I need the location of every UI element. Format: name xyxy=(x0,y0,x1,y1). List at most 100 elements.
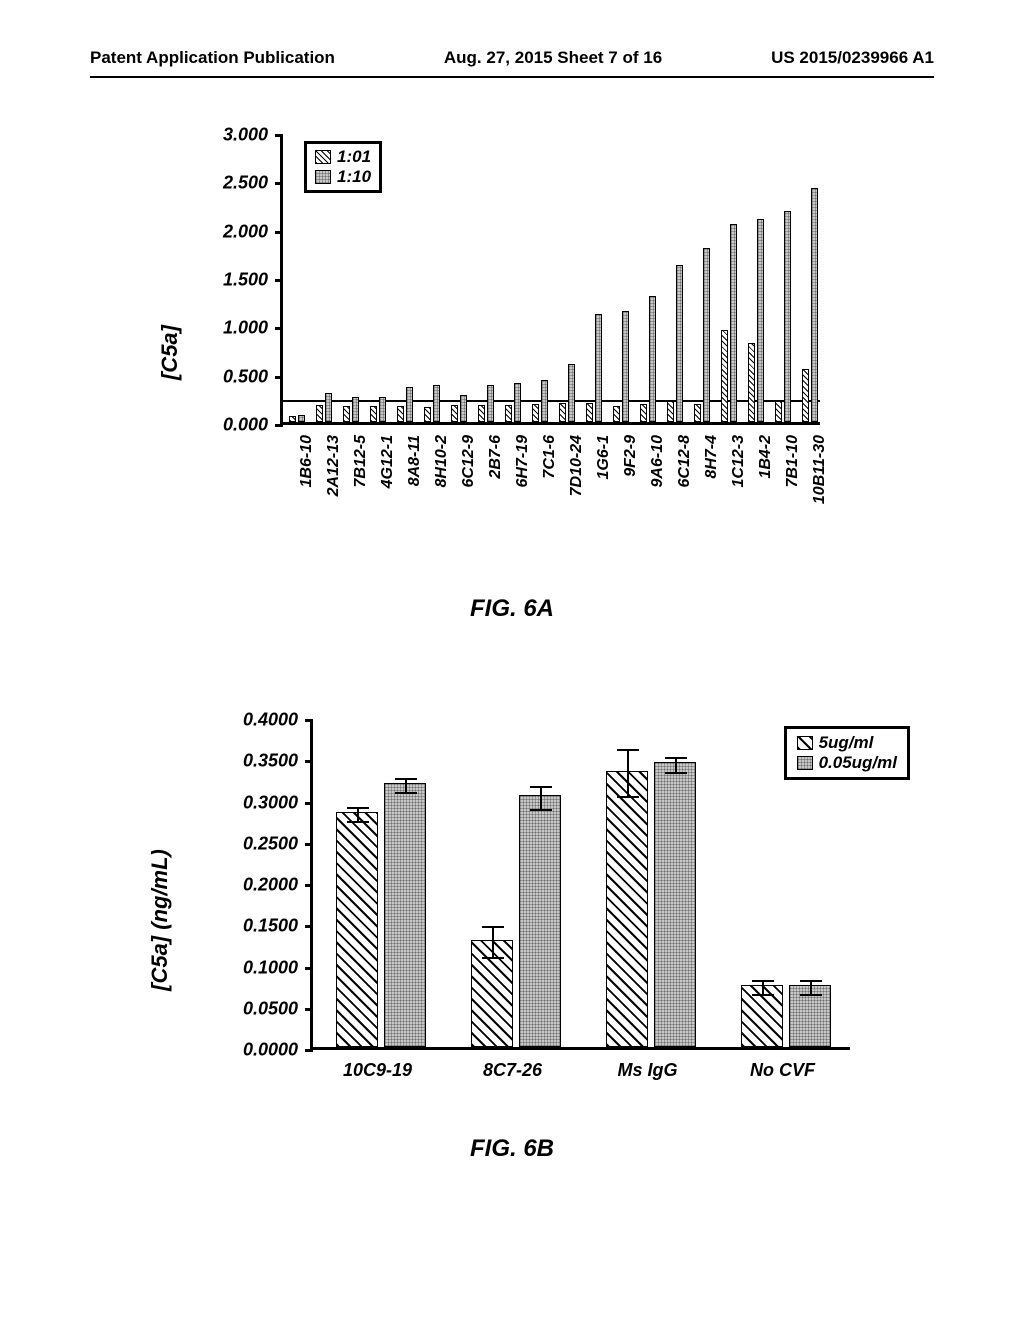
legend-label: 5ug/ml xyxy=(819,733,874,753)
xtick-label: 6H7-19 xyxy=(514,435,532,487)
figure-6a-caption: FIG. 6A xyxy=(0,595,1024,623)
xtick-label: 7B12-5 xyxy=(352,435,370,487)
bar-series1 xyxy=(667,401,674,422)
xtick-label: Ms IgG xyxy=(617,1060,677,1081)
ytick xyxy=(305,925,313,928)
bar-series2 xyxy=(325,393,332,422)
xtick-label: 8H7-4 xyxy=(703,435,721,479)
ytick xyxy=(275,424,283,427)
bar-series2 xyxy=(568,364,575,422)
bar-series1 xyxy=(451,405,458,422)
error-bar xyxy=(627,749,629,799)
xtick-label: 2B7-6 xyxy=(487,435,505,479)
header-right: US 2015/0239966 A1 xyxy=(771,48,934,68)
bar-series1 xyxy=(336,812,378,1047)
bar-series2 xyxy=(622,311,629,422)
xtick-label: 6C12-8 xyxy=(676,435,694,487)
ytick xyxy=(275,376,283,379)
ytick xyxy=(305,802,313,805)
bar-series2 xyxy=(352,397,359,422)
error-bar xyxy=(762,980,764,997)
bar-series1 xyxy=(559,403,566,422)
xtick-label: 10C9-19 xyxy=(343,1060,412,1081)
bar-series1 xyxy=(694,404,701,422)
bar-series2 xyxy=(460,395,467,422)
legend-swatch-1-10 xyxy=(315,170,331,184)
error-bar xyxy=(810,980,812,997)
ytick xyxy=(305,1049,313,1052)
legend-row: 1:10 xyxy=(315,167,371,187)
bar-series2 xyxy=(541,380,548,422)
ytick-label: 0.500 xyxy=(223,366,268,387)
legend-row: 1:01 xyxy=(315,147,371,167)
ytick-label: 2.000 xyxy=(223,221,268,242)
figure-6b-caption: FIG. 6B xyxy=(0,1135,1024,1163)
figure-6a-ylabel: [C5a] xyxy=(157,325,183,380)
xtick-label: 6C12-9 xyxy=(460,435,478,487)
reference-line xyxy=(283,400,820,402)
bar-series2 xyxy=(514,383,521,422)
ytick-label: 2.500 xyxy=(223,173,268,194)
ytick-label: 0.2000 xyxy=(243,875,298,896)
ytick-label: 0.0500 xyxy=(243,998,298,1019)
ytick-label: 0.1500 xyxy=(243,916,298,937)
ytick-label: 0.0000 xyxy=(243,1040,298,1061)
bar-series2 xyxy=(519,795,561,1047)
error-bar xyxy=(492,926,494,959)
xtick-label: 1B6-10 xyxy=(298,435,316,487)
bar-series1 xyxy=(606,771,648,1047)
bar-series2 xyxy=(384,783,426,1047)
error-bar xyxy=(540,786,542,811)
bar-series1 xyxy=(532,404,539,422)
error-bar xyxy=(675,757,677,774)
xtick-label: No CVF xyxy=(750,1060,815,1081)
legend-swatch-5ugml xyxy=(797,736,813,750)
ytick xyxy=(275,134,283,137)
legend-swatch-005ugml xyxy=(797,756,813,770)
bar-series1 xyxy=(613,406,620,422)
ytick-label: 0.1000 xyxy=(243,957,298,978)
bar-series1 xyxy=(505,405,512,422)
bar-series1 xyxy=(640,404,647,422)
bar-series2 xyxy=(730,224,737,422)
xtick-label: 8C7-26 xyxy=(483,1060,542,1081)
ytick-label: 1.500 xyxy=(223,270,268,291)
legend-label: 1:10 xyxy=(337,167,371,187)
xtick-label: 8A8-11 xyxy=(406,435,424,486)
bar-series1 xyxy=(316,405,323,422)
ytick xyxy=(305,884,313,887)
ytick-label: 0.3000 xyxy=(243,792,298,813)
bar-series2 xyxy=(298,415,305,422)
bar-series2 xyxy=(703,248,710,422)
bar-series2 xyxy=(406,387,413,422)
bar-series1 xyxy=(721,330,728,422)
figure-6a-legend: 1:01 1:10 xyxy=(304,141,382,193)
ytick xyxy=(305,760,313,763)
legend-row: 5ug/ml xyxy=(797,733,897,753)
xtick-label: 9A6-10 xyxy=(649,435,667,487)
ytick-label: 0.4000 xyxy=(243,710,298,731)
ytick xyxy=(275,182,283,185)
bar-series2 xyxy=(649,296,656,422)
figure-6b: [C5a] (ng/mL) 0.00000.05000.10000.15000.… xyxy=(160,720,880,1120)
figure-6b-plot: 0.00000.05000.10000.15000.20000.25000.30… xyxy=(310,720,850,1050)
xtick-label: 7B1-10 xyxy=(784,435,802,487)
page-header: Patent Application Publication Aug. 27, … xyxy=(0,48,1024,68)
xtick-label: 9F2-9 xyxy=(622,435,640,477)
xtick-label: 1B4-2 xyxy=(757,435,775,479)
legend-label: 0.05ug/ml xyxy=(819,753,897,773)
ytick-label: 0.000 xyxy=(223,415,268,436)
ytick xyxy=(305,1008,313,1011)
ytick xyxy=(305,967,313,970)
xtick-label: 7C1-6 xyxy=(541,435,559,479)
xtick-label: 4G12-1 xyxy=(379,435,397,488)
bar-series1 xyxy=(397,406,404,422)
bar-series2 xyxy=(811,188,818,422)
xtick-label: 8H10-2 xyxy=(433,435,451,487)
xtick-label: 1C12-3 xyxy=(730,435,748,487)
figure-6a: [C5a] 0.0000.5001.0001.5002.0002.5003.00… xyxy=(180,135,820,515)
bar-series1 xyxy=(802,369,809,422)
bar-series1 xyxy=(586,403,593,422)
xtick-label: 2A12-13 xyxy=(325,435,343,496)
figure-6b-ylabel: [C5a] (ng/mL) xyxy=(147,849,173,991)
